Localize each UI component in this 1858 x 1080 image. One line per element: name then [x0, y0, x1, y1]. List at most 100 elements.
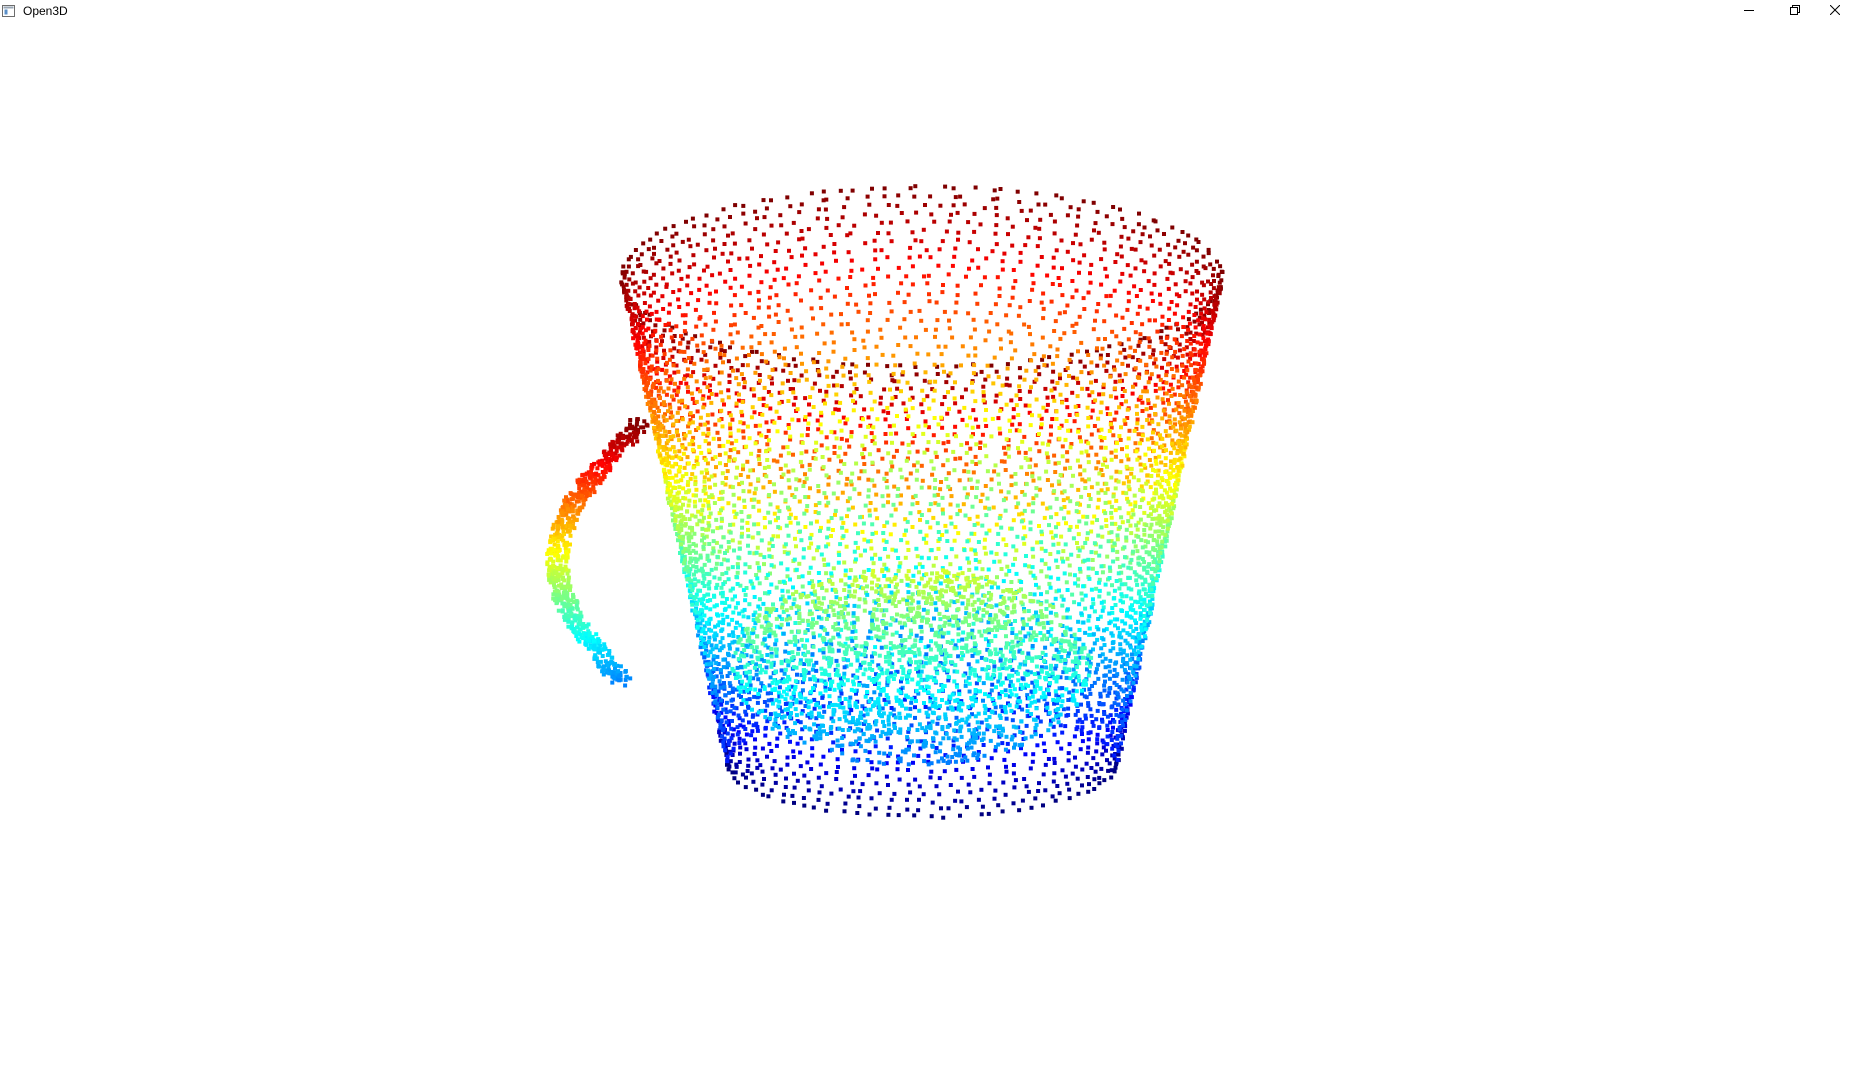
cloud-point	[1128, 625, 1133, 629]
cloud-point	[1026, 502, 1031, 507]
cloud-point	[853, 400, 858, 405]
cloud-point	[1102, 240, 1107, 245]
cloud-point	[733, 203, 738, 208]
cloud-point	[803, 495, 808, 499]
cloud-point	[969, 434, 974, 439]
cloud-point	[1035, 743, 1040, 748]
cloud-point	[726, 388, 731, 393]
cloud-point	[711, 539, 716, 544]
3d-viewport[interactable]	[0, 22, 1858, 1080]
cloud-point	[714, 540, 719, 545]
cloud-point	[1022, 525, 1027, 530]
minimize-button[interactable]	[1726, 0, 1772, 22]
cloud-point	[680, 474, 685, 479]
cloud-point	[931, 433, 936, 438]
cloud-point	[1133, 247, 1138, 252]
cloud-point	[661, 356, 666, 360]
cloud-point	[914, 372, 919, 377]
cloud-point	[696, 633, 701, 638]
cloud-point	[712, 255, 716, 260]
cloud-point	[1158, 264, 1163, 269]
cloud-point	[1139, 538, 1144, 543]
cloud-point	[777, 401, 782, 406]
cloud-point	[752, 522, 757, 527]
cloud-point	[1103, 500, 1108, 505]
cloud-point	[742, 385, 747, 390]
cloud-point	[1149, 243, 1154, 248]
cloud-point	[1115, 617, 1120, 622]
cloud-point	[1025, 471, 1029, 476]
cloud-point	[1018, 375, 1023, 380]
cloud-point	[694, 379, 699, 384]
cloud-point	[1039, 529, 1044, 534]
cloud-point	[967, 689, 972, 694]
cloud-point	[675, 532, 680, 536]
cloud-point	[1090, 684, 1094, 688]
cloud-point	[713, 363, 718, 368]
cloud-point	[1101, 382, 1106, 387]
cloud-point	[653, 425, 658, 430]
cloud-point	[1185, 339, 1190, 343]
cloud-point	[686, 548, 691, 553]
cloud-point	[707, 669, 712, 674]
cloud-point	[756, 454, 761, 459]
cloud-point	[1134, 664, 1139, 669]
cloud-point	[1167, 345, 1172, 349]
cloud-point	[687, 442, 692, 447]
cloud-point	[1063, 466, 1068, 471]
cloud-point	[1014, 571, 1019, 576]
cloud-point	[663, 371, 668, 376]
cloud-point	[868, 610, 873, 615]
cloud-point	[719, 343, 724, 348]
cloud-point	[794, 477, 799, 482]
cloud-point	[1137, 642, 1142, 647]
cloud-point	[707, 572, 712, 577]
cloud-point	[892, 522, 897, 527]
cloud-point	[698, 615, 703, 620]
cloud-point	[1167, 471, 1172, 476]
cloud-point	[1052, 732, 1057, 737]
cloud-point	[1087, 393, 1092, 398]
cloud-point	[899, 475, 904, 480]
cloud-point	[884, 626, 889, 631]
cloud-point	[853, 749, 858, 754]
cloud-point	[1107, 303, 1112, 308]
cloud-point	[1146, 401, 1151, 406]
cloud-point	[882, 524, 887, 528]
cloud-point	[891, 502, 896, 507]
cloud-point	[1028, 626, 1033, 631]
cloud-point	[1009, 331, 1014, 336]
cloud-point	[691, 542, 696, 546]
cloud-point	[1060, 730, 1065, 735]
cloud-point	[900, 441, 905, 446]
cloud-point	[1092, 609, 1097, 614]
title-bar[interactable]: Open3D	[0, 0, 1858, 22]
cloud-point	[1016, 313, 1021, 318]
cloud-point	[672, 346, 677, 351]
cloud-point	[1076, 214, 1081, 219]
close-button[interactable]	[1812, 0, 1858, 22]
cloud-point	[1129, 471, 1134, 476]
cloud-point	[730, 417, 735, 422]
cloud-point	[1174, 340, 1179, 345]
cloud-point	[1138, 595, 1143, 600]
cloud-point	[1037, 449, 1042, 454]
cloud-point	[779, 474, 784, 479]
cloud-point	[868, 501, 873, 505]
cloud-point	[1174, 428, 1179, 433]
cloud-point	[679, 542, 684, 547]
cloud-point	[671, 224, 676, 229]
cloud-point	[1045, 590, 1050, 595]
cloud-point	[829, 571, 834, 576]
cloud-point	[717, 497, 722, 501]
cloud-point	[1108, 713, 1113, 718]
cloud-point	[1067, 690, 1072, 695]
cloud-point	[1021, 536, 1026, 541]
cloud-point	[1083, 486, 1088, 490]
cloud-point	[1103, 490, 1108, 495]
cloud-point	[1208, 262, 1213, 267]
restore-button[interactable]	[1772, 0, 1818, 22]
cloud-point	[1157, 559, 1162, 564]
cloud-point	[1013, 619, 1017, 623]
cloud-point	[752, 491, 757, 496]
